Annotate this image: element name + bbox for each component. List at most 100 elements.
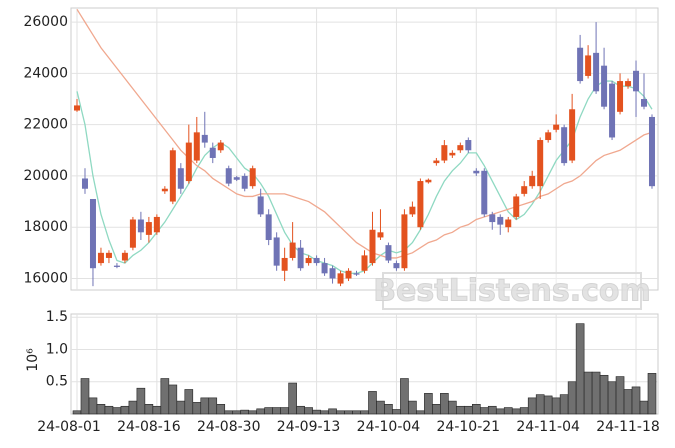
candle-body	[569, 109, 576, 161]
candle-body	[481, 170, 488, 215]
volume-bar	[511, 408, 521, 415]
y-tick-label: 26000	[23, 14, 68, 30]
x-tick-label: 24-09-13	[277, 419, 341, 435]
candle-body	[89, 198, 96, 269]
candle-body	[585, 55, 592, 76]
candle-body	[257, 196, 264, 215]
volume-bar	[607, 381, 617, 415]
candle-body	[313, 257, 320, 264]
volume-bar	[408, 400, 417, 415]
candle-body	[129, 219, 136, 248]
candle-body	[465, 140, 472, 151]
volume-bar	[120, 405, 130, 415]
candle-body	[401, 214, 408, 269]
candle-body	[617, 81, 624, 112]
candle-body	[305, 257, 312, 264]
candle-body	[281, 257, 288, 271]
candle-body	[417, 181, 424, 228]
candle-body	[209, 147, 216, 158]
volume-bar	[495, 408, 505, 415]
volume-bar	[424, 393, 433, 415]
volume-bar	[296, 405, 305, 415]
volume-bar	[152, 405, 162, 415]
candle-body	[225, 168, 232, 184]
candle-body	[625, 81, 632, 87]
volume-bar	[567, 381, 577, 415]
candle-body	[648, 116, 655, 187]
volume-bar	[360, 410, 369, 415]
volume-bar	[88, 397, 98, 415]
candle-body	[74, 105, 80, 111]
volume-bar	[72, 410, 82, 415]
volume-bar	[160, 378, 170, 415]
candle-body	[593, 52, 600, 92]
candle-body	[433, 160, 440, 164]
candle-body	[641, 99, 648, 107]
volume-bar	[312, 409, 321, 415]
candle-body	[545, 132, 552, 141]
candle-body	[529, 175, 536, 187]
candle-body	[449, 152, 456, 156]
candle-body	[153, 216, 160, 233]
volume-bar	[432, 404, 441, 415]
volume-bar	[104, 405, 114, 415]
volume-bar	[631, 386, 641, 415]
volume-bar	[288, 382, 297, 415]
candle-body	[177, 168, 184, 189]
candle-body	[497, 216, 504, 225]
candle-body	[113, 265, 120, 267]
volume-bar	[336, 410, 345, 415]
candle-body	[609, 83, 616, 138]
volume-bar	[176, 400, 186, 415]
volume-bar	[376, 400, 385, 415]
candle-body	[633, 70, 640, 92]
candle-body	[217, 142, 224, 151]
volume-bar	[264, 407, 273, 415]
volume-bar	[352, 410, 361, 415]
volume-bar	[216, 404, 226, 415]
candle-body	[241, 175, 248, 189]
candle-body	[489, 214, 496, 223]
x-tick-label: 24-08-01	[37, 419, 101, 435]
candle-body	[441, 145, 448, 161]
volume-bar	[503, 407, 513, 415]
x-tick-label: 24-08-16	[117, 419, 181, 435]
y-tick-label: 1.0	[46, 341, 68, 357]
y-tick-label: 0.5	[46, 374, 68, 390]
ma-line	[76, 8, 653, 259]
volume-bar	[543, 395, 553, 415]
candle-body	[361, 255, 368, 271]
candle-body	[513, 196, 520, 217]
volume-bar	[487, 405, 497, 415]
volume-bar	[623, 389, 633, 415]
volume-bar	[208, 397, 218, 415]
volume-bar	[559, 394, 569, 415]
volume-bar	[471, 404, 481, 415]
volume-bar	[440, 393, 449, 415]
volume-bar	[551, 397, 561, 415]
candle-body	[137, 219, 144, 233]
candle-body	[353, 273, 360, 275]
volume-bar	[272, 407, 281, 415]
candle-body	[273, 237, 280, 266]
candle-body	[105, 252, 112, 258]
watermark: BestListens.com	[373, 274, 651, 309]
volume-bar	[384, 404, 393, 415]
volume-bar	[144, 404, 154, 415]
candle-body	[169, 150, 176, 202]
volume-bar	[639, 400, 649, 415]
volume-bar	[615, 376, 625, 415]
volume-bar	[448, 400, 457, 415]
volume-bar	[248, 410, 257, 415]
candle-body	[265, 214, 272, 241]
volume-bar	[192, 402, 202, 415]
axis-offset-label: 10⁶	[25, 348, 41, 372]
volume-bar	[112, 407, 122, 415]
candle-body	[81, 178, 88, 189]
candle-body	[329, 268, 336, 279]
x-tick-label: 24-11-04	[516, 419, 580, 435]
candle-body	[121, 252, 128, 261]
volume-bar	[647, 373, 657, 415]
candle-body	[385, 245, 392, 261]
